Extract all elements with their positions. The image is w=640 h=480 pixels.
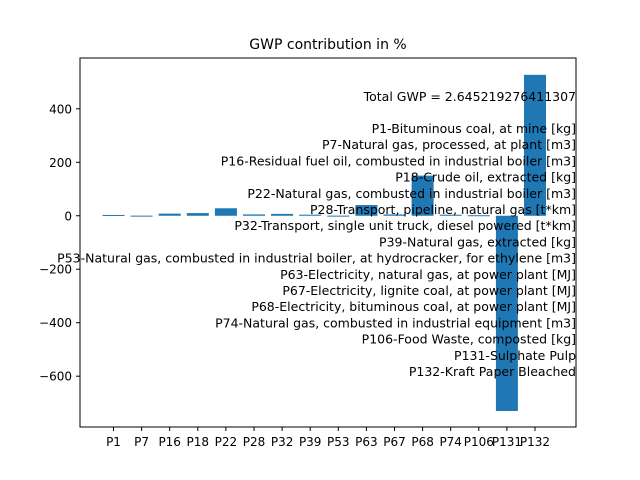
process-legend-line: P106-Food Waste, composted [kg] (362, 332, 576, 347)
x-tick-label-p63: P63 (355, 435, 378, 449)
bar-p7 (130, 215, 153, 217)
process-legend-line: P16-Residual fuel oil, combusted in indu… (221, 153, 576, 168)
x-tick-label-p74: P74 (439, 435, 462, 449)
bar-p63 (355, 205, 378, 216)
x-tick-label-p53: P53 (327, 435, 350, 449)
total-gwp-annotation: Total GWP = 2.645219276411307 (363, 89, 576, 104)
y-tick-label: 200 (49, 156, 72, 170)
chart-title: GWP contribution in % (249, 37, 406, 53)
bar-p106 (467, 215, 490, 217)
x-tick-label-p32: P32 (271, 435, 294, 449)
x-tick-label-p1: P1 (106, 435, 121, 449)
bar-p32 (271, 213, 294, 216)
bar-p39 (299, 214, 322, 216)
process-legend-line: P7-Natural gas, processed, at plant [m3] (322, 137, 576, 152)
x-tick-label-p132: P132 (520, 435, 550, 449)
y-tick-label: −400 (39, 316, 72, 330)
process-legend-line: P22-Natural gas, combusted in industrial… (247, 186, 576, 201)
process-legend-line: P53-Natural gas, combusted in industrial… (57, 251, 576, 266)
annotation-block: Total GWP = 2.645219276411307 P1-Bitumino… (57, 89, 576, 379)
bar-p74 (439, 214, 462, 216)
x-axis: P1 P7 P16 P18 P22 P28 P32 P39 P53 P63 P67 P68 P74 P10… (106, 427, 550, 449)
process-legend-line: P131-Sulphate Pulp (454, 348, 576, 363)
y-tick-label: 400 (49, 102, 72, 116)
process-legend-line: P18-Crude oil, extracted [kg] (395, 170, 576, 185)
x-tick-label-p28: P28 (243, 435, 266, 449)
process-legend-line: P132-Kraft Paper Bleached (409, 364, 576, 379)
process-legend-line: P63-Electricity, natural gas, at power p… (280, 267, 576, 282)
y-tick-label: 0 (64, 209, 72, 223)
x-tick-label-p106: P106 (464, 435, 494, 449)
process-legend-line: P32-Transport, single unit truck, diesel… (234, 218, 576, 233)
bar-p22 (214, 208, 237, 216)
process-legend-line: P74-Natural gas, combusted in industrial… (215, 315, 576, 330)
y-tick-label: −600 (39, 370, 72, 384)
bar-p67 (383, 214, 406, 216)
plot-frame (79, 57, 577, 428)
bar-p53 (327, 215, 350, 217)
bar-p16 (158, 213, 181, 216)
process-legend-line: P68-Electricity, bituminous coal, at pow… (251, 299, 576, 314)
x-tick-label-p18: P18 (187, 435, 210, 449)
process-legend-line: P39-Natural gas, extracted [kg] (379, 234, 576, 249)
bar-p18 (186, 213, 209, 216)
x-tick-label-p16: P16 (158, 435, 181, 449)
y-axis: −600 −400 −200 0 200 400 (39, 102, 80, 384)
bars-layer (102, 74, 546, 411)
x-tick-label-p7: P7 (134, 435, 149, 449)
x-tick-label-p39: P39 (299, 435, 322, 449)
x-tick-label-p67: P67 (383, 435, 406, 449)
y-tick-label: −200 (39, 263, 72, 277)
process-legend-line: P1-Bituminous coal, at mine [kg] (372, 121, 576, 136)
bar-p68 (411, 175, 434, 216)
x-tick-label-p68: P68 (411, 435, 434, 449)
bar-p132 (524, 74, 546, 216)
bar-p131 (495, 215, 518, 411)
process-legend-line: P28-Transport, pipeline, natural gas [t*… (310, 202, 576, 217)
process-legend-line: P67-Electricity, lignite coal, at power … (282, 283, 576, 298)
bar-p1 (102, 214, 125, 216)
x-tick-label-p131: P131 (492, 435, 522, 449)
bar-p28 (243, 214, 265, 216)
x-tick-label-p22: P22 (215, 435, 238, 449)
